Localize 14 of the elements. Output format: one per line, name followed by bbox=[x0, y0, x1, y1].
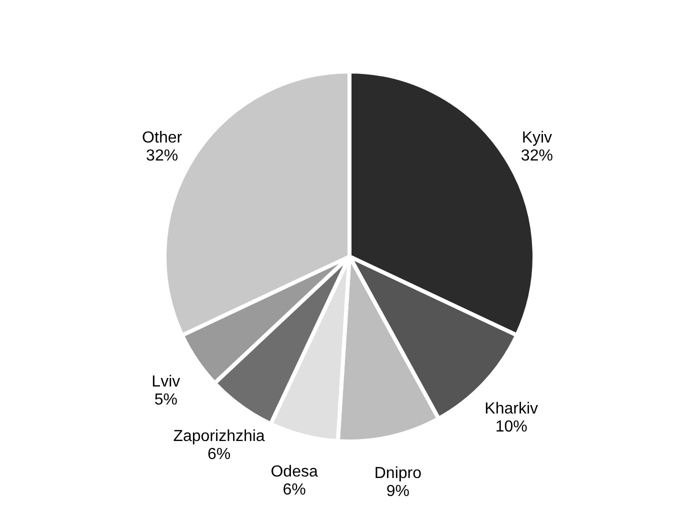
data-label: 6% bbox=[282, 482, 306, 499]
data-label: 32% bbox=[146, 148, 178, 165]
slice-label: Lviv bbox=[152, 373, 180, 390]
slice-label: Dnipro bbox=[374, 465, 422, 482]
slice-label: Kharkiv bbox=[484, 400, 538, 418]
data-label: 10% bbox=[495, 418, 528, 436]
data-label: 6% bbox=[207, 446, 231, 464]
data-label: 5% bbox=[154, 391, 178, 408]
data-label: 32% bbox=[520, 148, 553, 165]
data-label: 9% bbox=[386, 483, 410, 500]
slice-label: Zaporizhzhia bbox=[173, 428, 265, 446]
slice-label: Other bbox=[142, 130, 183, 147]
slice-label: Kyiv bbox=[522, 130, 552, 147]
slice-label: Odesa bbox=[270, 464, 318, 481]
